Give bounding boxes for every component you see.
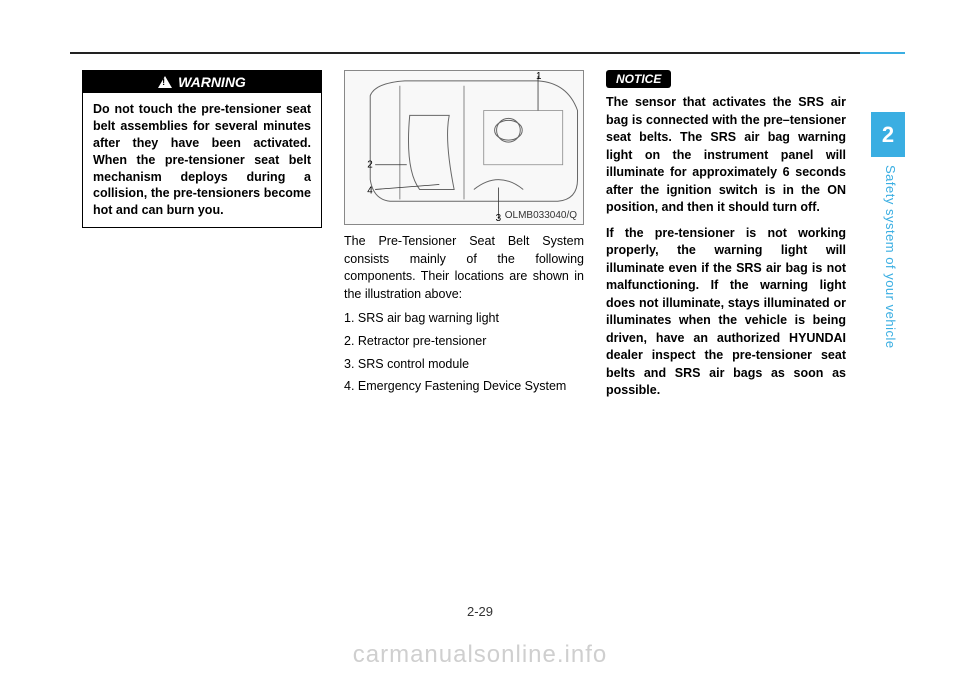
notice-paragraph-2: If the pre-tensioner is not working prop… (606, 225, 846, 400)
column-2: 1 2 4 3 OLMB033040/Q The Pre-Tensioner S… (344, 70, 584, 400)
watermark: carmanualsonline.info (0, 641, 960, 669)
list-item: 3. SRS control module (344, 355, 584, 374)
list-item: 1. SRS air bag warning light (344, 309, 584, 328)
chapter-tab: 2 (871, 112, 905, 157)
warning-triangle-icon (158, 76, 172, 88)
callout-1: 1 (536, 71, 541, 82)
warning-body: Do not touch the pre-tensioner seat belt… (83, 93, 321, 227)
notice-paragraph-1: The sensor that activates the SRS air ba… (606, 94, 846, 217)
top-rule (70, 52, 860, 54)
seatbelt-diagram: 1 2 4 3 OLMB033040/Q (344, 70, 584, 225)
callout-2: 2 (367, 160, 372, 171)
page-content: WARNING Do not touch the pre-tensioner s… (82, 70, 842, 400)
side-chapter-label: Safety system of your vehicle (878, 165, 898, 445)
callout-3: 3 (496, 213, 502, 224)
notice-badge: NOTICE (606, 70, 671, 88)
column-3: NOTICE The sensor that activates the SRS… (606, 70, 846, 400)
list-item: 2. Retractor pre-tensioner (344, 332, 584, 351)
diagram-svg: 1 2 4 3 (345, 71, 583, 224)
component-list: 1. SRS air bag warning light 2. Retracto… (344, 309, 584, 396)
warning-header: WARNING (83, 71, 321, 93)
warning-header-text: WARNING (178, 74, 246, 90)
top-rule-accent (860, 52, 905, 54)
diagram-caption: The Pre-Tensioner Seat Belt System consi… (344, 233, 584, 303)
column-1: WARNING Do not touch the pre-tensioner s… (82, 70, 322, 400)
chapter-number: 2 (882, 122, 894, 148)
list-item: 4. Emergency Fastening Device System (344, 377, 584, 396)
diagram-code: OLMB033040/Q (505, 210, 577, 221)
callout-4: 4 (367, 185, 373, 196)
warning-box: WARNING Do not touch the pre-tensioner s… (82, 70, 322, 228)
page-number: 2-29 (0, 604, 960, 619)
